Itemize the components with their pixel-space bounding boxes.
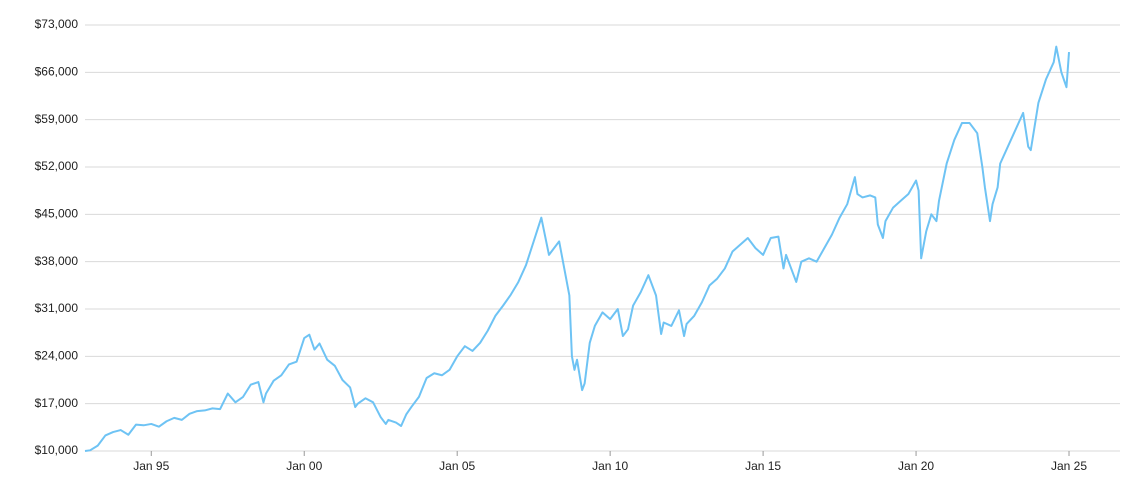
x-tick-label: Jan 05 [439,459,475,473]
y-tick-label: $31,000 [35,301,79,315]
y-tick-label: $38,000 [35,254,79,268]
y-tick-label: $66,000 [35,65,79,79]
x-tick-label: Jan 25 [1051,459,1087,473]
y-tick-label: $45,000 [35,207,79,221]
x-tick-label: Jan 10 [592,459,628,473]
series-line [84,45,1071,452]
y-tick-label: $52,000 [35,159,79,173]
y-tick-label: $59,000 [35,112,79,126]
x-tick-label: Jan 00 [286,459,322,473]
y-tick-label: $10,000 [35,443,79,457]
x-tick-label: Jan 15 [745,459,781,473]
y-tick-label: $17,000 [35,396,79,410]
x-tick-label: Jan 20 [898,459,934,473]
y-tick-label: $73,000 [35,17,79,31]
y-tick-label: $24,000 [35,349,79,363]
x-tick-label: Jan 95 [133,459,169,473]
